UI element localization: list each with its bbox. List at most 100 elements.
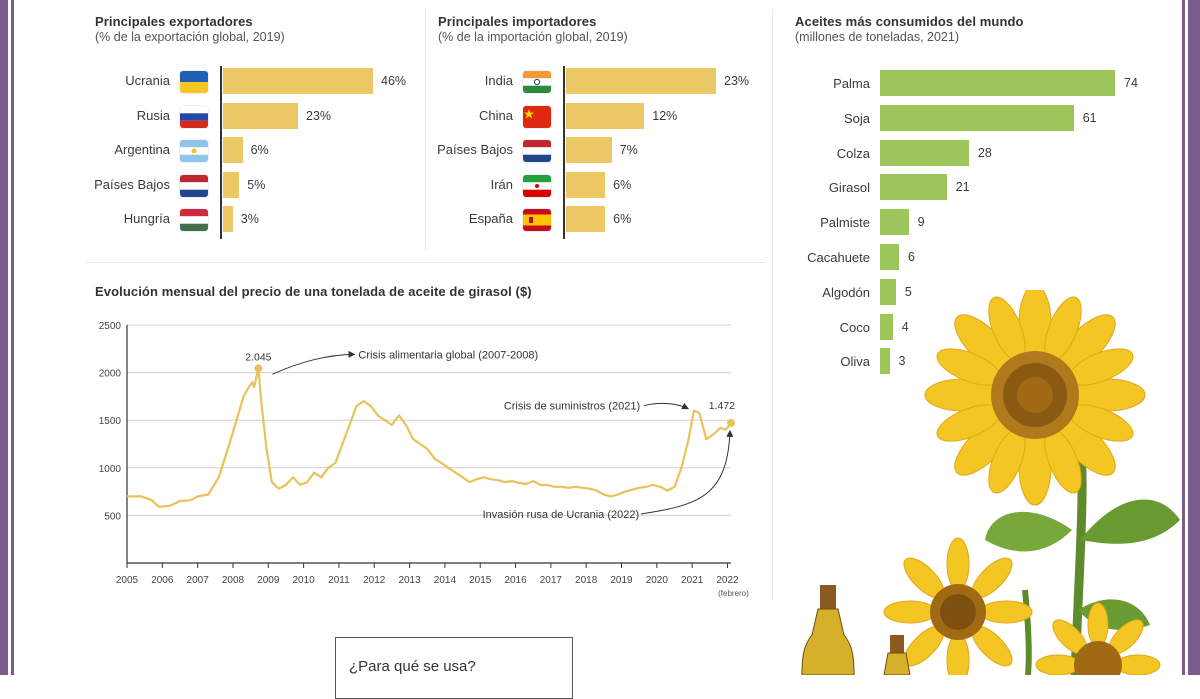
x-tick-label: 2022: [716, 575, 739, 586]
importers-bar: [566, 137, 612, 163]
x-tick-label: 2014: [434, 575, 457, 586]
oil-label: Coco: [839, 319, 870, 335]
y-tick-label: 2000: [99, 369, 122, 380]
x-tick-label: 2007: [187, 575, 210, 586]
oil-bar: [880, 313, 893, 340]
exporters-bar: [223, 68, 373, 94]
oil-value-label: 6: [908, 250, 915, 264]
spain-flag: [523, 209, 551, 231]
oil-label: Soja: [843, 110, 870, 126]
importers-value-label: 6%: [613, 212, 632, 226]
oil-value-label: 3: [898, 354, 906, 369]
exporters-value-label: 6%: [250, 143, 269, 157]
oil-bar: [880, 70, 1115, 96]
arrow-supply: [644, 402, 690, 410]
x-tick-label: 2012: [363, 575, 386, 586]
price-line-chart: 2500 2000 1500 1000 500 2005 2006 2007 2008 2009 2…: [99, 321, 749, 598]
exporters-value-label: 5%: [247, 177, 266, 192]
last-marker: [727, 418, 735, 427]
oil-bar: [880, 244, 900, 270]
oil-bottle-icon: [801, 585, 911, 675]
y-tick-label: 500: [104, 511, 121, 522]
x-tick-label: 2020: [646, 575, 669, 586]
oil-label: Colza: [836, 145, 870, 161]
oil-value-label: 21: [955, 180, 970, 195]
usage-box-title: ¿Para qué se usa?: [349, 658, 476, 675]
x-tick-label: 2015: [469, 575, 492, 586]
importers-value-label: 7%: [619, 143, 638, 157]
importers-country-label: India: [484, 73, 513, 88]
exporters-country-label: Ucrania: [125, 73, 170, 88]
price-title: Evolución mensual del precio de una tone…: [95, 284, 532, 299]
annotation-crisis-food: Crisis alimentaria global (2007-2008): [358, 349, 538, 361]
x-tick-label: 2013: [398, 575, 421, 586]
exporters-country-label: Países Bajos: [94, 176, 170, 192]
price-line: [127, 367, 732, 508]
importers-bar: [566, 102, 645, 129]
oil-value-label: 4: [901, 319, 909, 334]
y-tick-label: 1000: [99, 464, 122, 475]
oil-label: Cacahuete: [807, 250, 870, 265]
india-flag: [523, 71, 551, 93]
oil-label: Palma: [833, 76, 870, 91]
oil-label: Oliva: [840, 354, 870, 370]
sunflower-illustration: [801, 290, 1180, 675]
x-tick-label: 2010: [292, 575, 315, 586]
x-tick-label: 2009: [257, 575, 280, 586]
exporters-subtitle: (% de la exportación global, 2019): [95, 30, 285, 44]
importers-country-label: Países Bajos: [437, 142, 513, 157]
oil-bar: [880, 348, 890, 375]
exporters-bar: [223, 102, 298, 129]
x-tick-label: 2018: [575, 575, 598, 586]
x-tick-label: 2008: [222, 575, 245, 586]
importers-panel: Principales importadores (% de la import…: [438, 14, 628, 44]
importers-country-label: Irán: [490, 176, 513, 192]
sunflower-medium-icon: [883, 537, 1033, 675]
hungary-flag: [180, 209, 208, 231]
price-panel: Evolución mensual del precio de una tone…: [95, 284, 532, 299]
x-note-label: (febrero): [718, 589, 749, 598]
importers-country-label: España: [468, 211, 513, 226]
exporters-title: Principales exportadores: [95, 14, 253, 29]
right-border: [1182, 0, 1200, 675]
importers-title: Principales importadores: [438, 14, 597, 29]
last-label: 1.472: [709, 400, 735, 412]
ukraine-flag: [180, 71, 208, 93]
separator: [772, 10, 773, 600]
annotation-invasion: Invasión rusa de Ucrania (2022): [483, 509, 640, 521]
oil-bar: [880, 139, 969, 166]
x-tick-label: 2011: [328, 575, 350, 586]
x-tick-label: 2005: [116, 575, 139, 586]
x-tick-label: 2019: [610, 575, 633, 586]
importers-value-label: 6%: [613, 177, 632, 192]
separator: [425, 10, 426, 250]
left-border: [0, 0, 14, 675]
sunflower-small-icon: [1035, 602, 1161, 675]
x-tick-label: 2006: [151, 575, 174, 586]
oils-title: Aceites más consumidos del mundo: [795, 14, 1024, 29]
exporters-bar: [223, 206, 233, 232]
x-tick-label: 2017: [540, 575, 563, 586]
netherlands-flag: [523, 140, 551, 162]
iran-flag: [523, 174, 551, 197]
x-tick-label: 2021: [681, 575, 704, 586]
importers-country-label: China: [479, 107, 513, 123]
china-flag: [523, 105, 551, 128]
y-tick-label: 1500: [99, 416, 122, 427]
exporters-bar: [223, 171, 240, 198]
oil-bar: [880, 209, 909, 236]
russia-flag: [180, 105, 208, 128]
exporters-panel: Principales exportadores (% de la export…: [95, 14, 285, 44]
oil-bar: [880, 278, 896, 305]
arrow-invasion: [640, 429, 734, 515]
importers-bar: [566, 206, 606, 232]
oil-label: Girasol: [828, 180, 870, 196]
annotation-supply: Crisis de suministros (2021): [504, 401, 640, 413]
exporters-value-label: 3%: [240, 212, 259, 226]
argentina-flag: [180, 140, 208, 162]
y-tick-label: 2500: [99, 321, 122, 332]
oil-bar: [880, 174, 947, 201]
separator: [85, 262, 765, 263]
arrow-crisis-food: [272, 350, 356, 375]
oil-value-label: 61: [1082, 110, 1097, 125]
